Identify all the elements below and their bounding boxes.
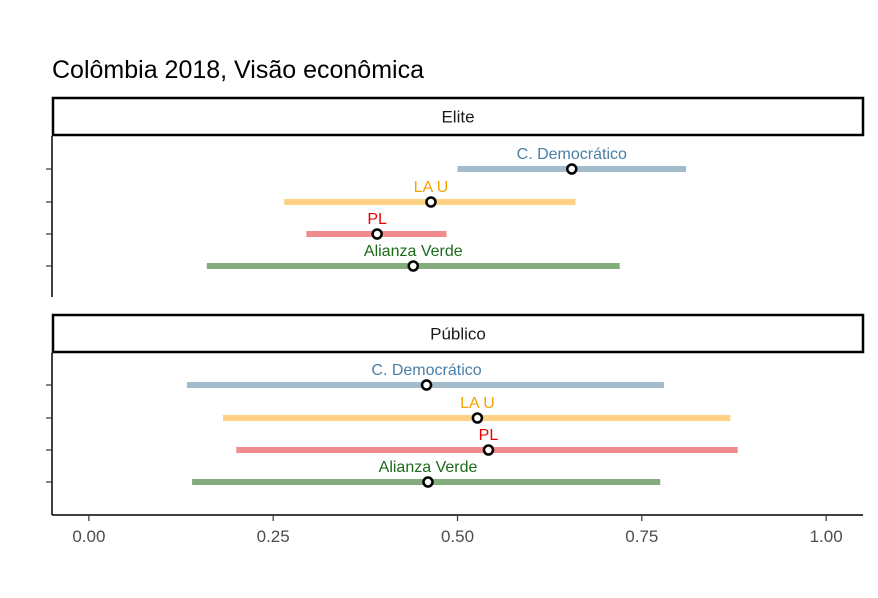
x-tick-label: 1.00: [810, 527, 843, 546]
x-tick-label: 0.00: [72, 527, 105, 546]
party-label-pl: PL: [479, 427, 499, 444]
x-tick-label: 0.50: [441, 527, 474, 546]
x-tick-label: 0.25: [257, 527, 290, 546]
point-estimate-alianza-verde: [407, 260, 420, 272]
point-estimate-c-democratico: [420, 379, 433, 391]
facet-strip-elite: [51, 96, 865, 137]
point-estimate-alianza-verde: [422, 476, 434, 488]
party-label-la-u: LA U: [460, 395, 495, 412]
party-label-alianza-verde: Alianza Verde: [364, 243, 463, 260]
point-estimate-la-u: [425, 196, 437, 208]
party-label-pl: PL: [367, 211, 387, 228]
point-estimate-pl: [482, 444, 495, 456]
party-label-c-democratico: C. Democrático: [371, 362, 481, 379]
party-label-c-democratico: C. Democrático: [517, 146, 627, 163]
point-estimate-pl: [371, 228, 383, 240]
party-label-la-u: LA U: [414, 179, 449, 196]
facet-label-publico: Público: [430, 325, 486, 344]
facet-strip-publico: [51, 313, 865, 354]
facet-label-elite: Elite: [441, 108, 474, 127]
x-tick-label: 0.75: [625, 527, 658, 546]
panel-elite: Elite C. Democrático LA U PL Alianza Verde: [46, 96, 865, 297]
chart-title: Colômbia 2018, Visão econômica: [52, 56, 424, 84]
point-estimate-c-democratico: [566, 163, 578, 175]
party-label-alianza-verde: Alianza Verde: [379, 459, 478, 476]
point-estimate-la-u: [471, 412, 484, 424]
